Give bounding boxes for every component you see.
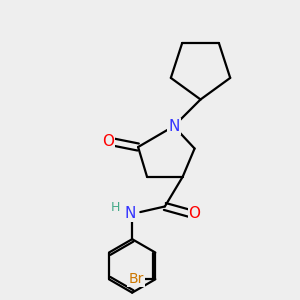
- Text: H: H: [111, 201, 121, 214]
- Text: Br: Br: [128, 272, 144, 286]
- Text: O: O: [102, 134, 114, 148]
- Text: N: N: [125, 206, 136, 221]
- Text: N: N: [168, 119, 179, 134]
- Text: O: O: [189, 206, 201, 221]
